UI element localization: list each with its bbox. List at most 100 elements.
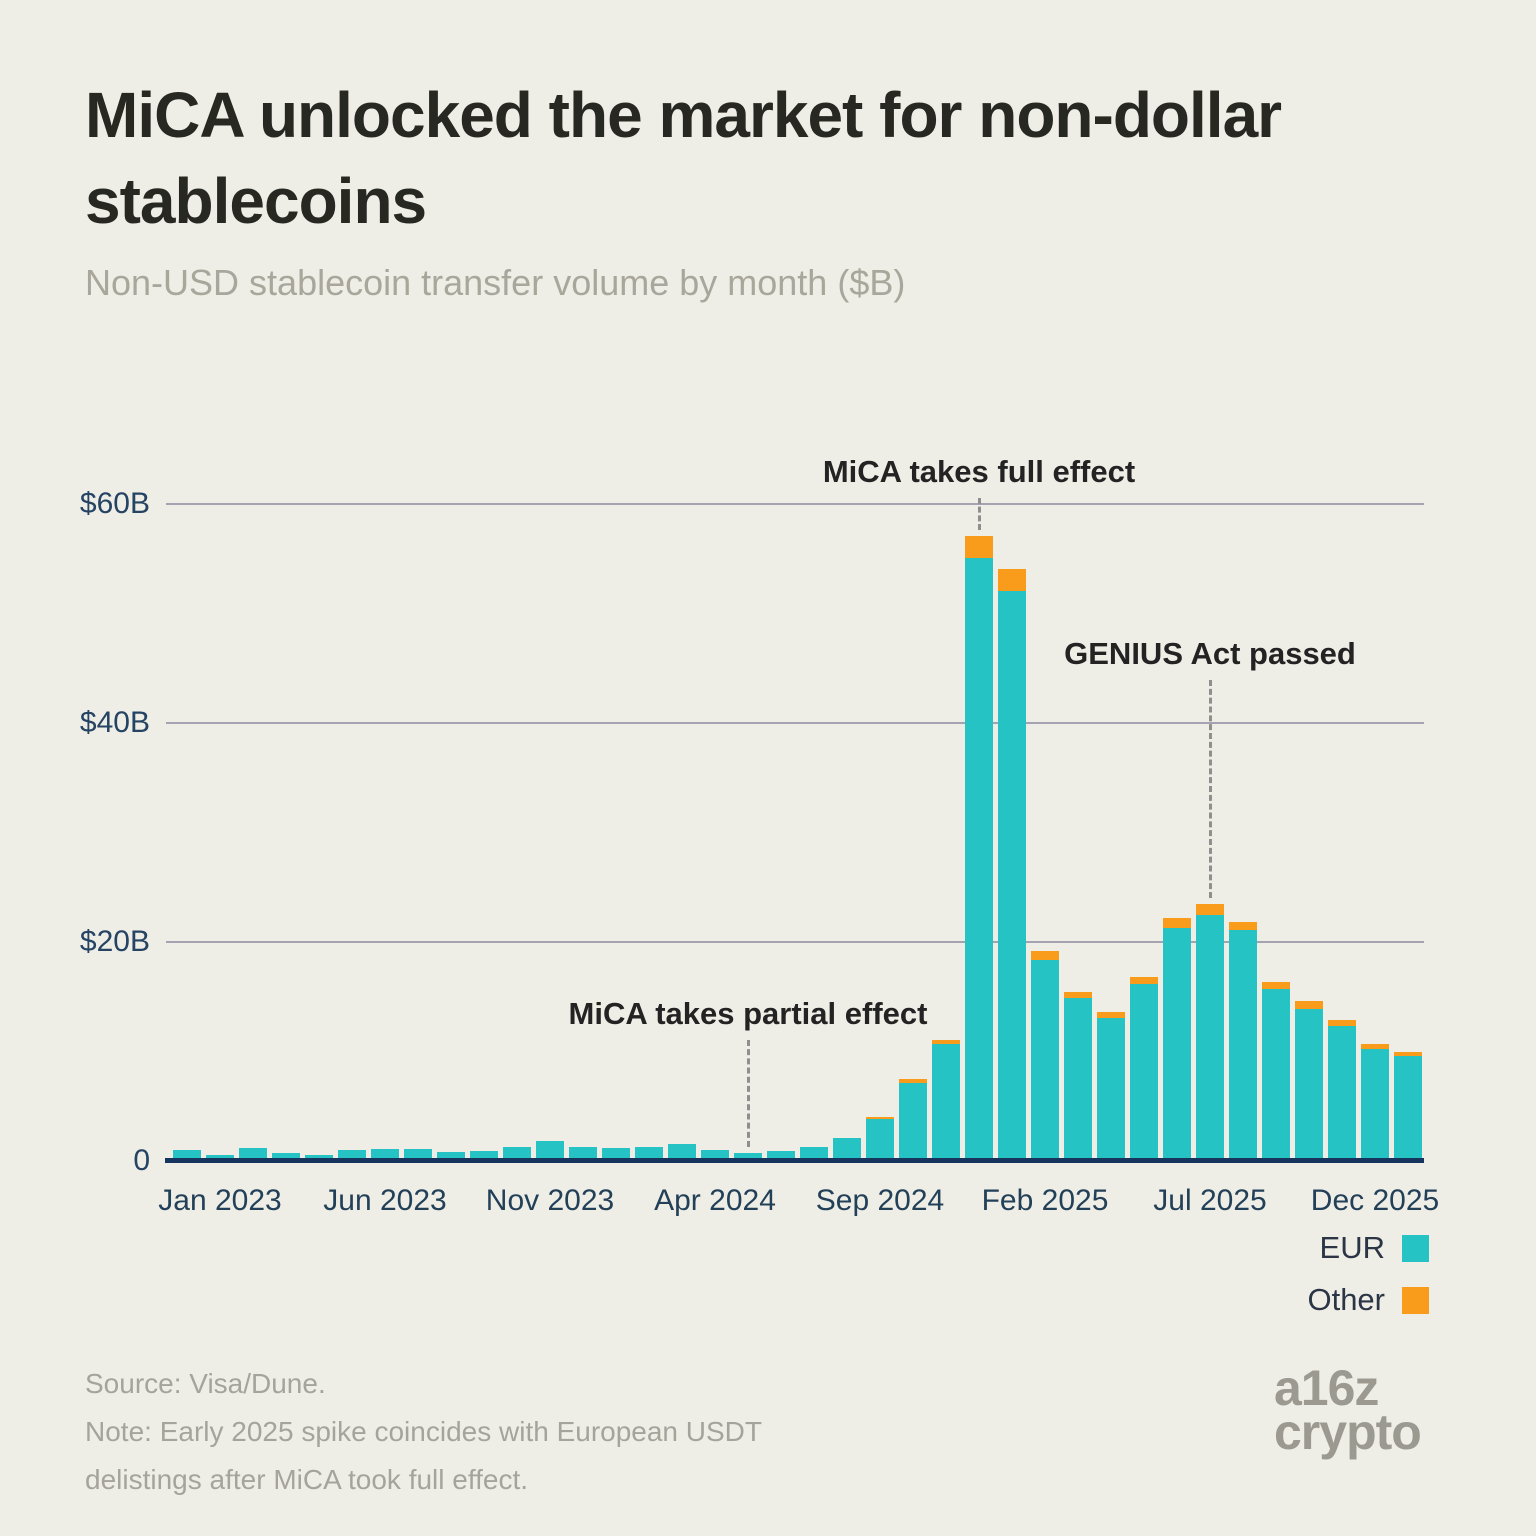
source-note: Source: Visa/Dune. Note: Early 2025 spik… xyxy=(85,1360,845,1504)
x-tick-label: Feb 2025 xyxy=(981,1184,1109,1217)
bar-segment-eur xyxy=(1262,989,1290,1160)
bar-segment-eur xyxy=(899,1082,927,1160)
bar-dec-2024 xyxy=(965,535,993,1160)
bar-segment-eur xyxy=(437,1151,465,1160)
bar-segment-other xyxy=(1196,903,1224,915)
bar-sep-2023 xyxy=(470,1150,498,1160)
bar-segment-eur xyxy=(668,1144,696,1160)
bar-segment-eur xyxy=(1130,983,1158,1160)
bar-segment-eur xyxy=(206,1154,234,1160)
bar-segment-other xyxy=(1229,922,1257,931)
bar-nov-2024 xyxy=(932,1039,960,1160)
chart-title: MiCA unlocked the market for non-dollar … xyxy=(85,79,1282,237)
logo-line-2: crypto xyxy=(1274,1404,1422,1460)
bar-dec-2025 xyxy=(1361,1043,1389,1160)
bar-segment-other xyxy=(1064,992,1092,998)
bar-segment-eur xyxy=(1196,914,1224,1160)
bar-segment-eur xyxy=(1361,1049,1389,1160)
bar-segment-eur xyxy=(701,1150,729,1160)
x-tick-label: Jul 2025 xyxy=(1153,1184,1267,1217)
y-tick-label: $20B xyxy=(79,925,150,958)
gridline-20 xyxy=(166,941,1424,943)
bar-jan-2026 xyxy=(1394,1052,1422,1160)
bar-segment-other xyxy=(1394,1052,1422,1056)
bar-segment-other xyxy=(1163,918,1191,928)
bar-segment-eur xyxy=(635,1146,663,1160)
bar-segment-eur xyxy=(932,1044,960,1160)
annotation-dashed-line xyxy=(1209,680,1212,898)
legend-item-eur: EUR xyxy=(1320,1230,1429,1266)
legend: EUR Other xyxy=(1307,1230,1429,1318)
bar-oct-2025 xyxy=(1295,1001,1323,1160)
bar-segment-eur xyxy=(272,1153,300,1160)
bar-aug-2023 xyxy=(437,1151,465,1160)
bar-segment-eur xyxy=(371,1149,399,1160)
legend-label-other: Other xyxy=(1307,1282,1385,1317)
bar-feb-2024 xyxy=(635,1146,663,1160)
bar-apr-2025 xyxy=(1097,1012,1125,1160)
bar-jun-2023 xyxy=(371,1149,399,1160)
bar-segment-eur xyxy=(404,1149,432,1160)
bar-jun-2025 xyxy=(1163,918,1191,1160)
bar-segment-eur xyxy=(239,1147,267,1160)
legend-swatch-other-icon xyxy=(1402,1286,1429,1314)
bar-segment-eur xyxy=(1031,959,1059,1160)
annotation-dashed-line xyxy=(747,1040,750,1148)
bar-feb-2025 xyxy=(1031,950,1059,1160)
bar-segment-other xyxy=(965,535,993,558)
bar-segment-eur xyxy=(734,1153,762,1160)
bar-oct-2024 xyxy=(899,1078,927,1160)
bar-oct-2023 xyxy=(503,1146,531,1160)
x-tick-label: Dec 2025 xyxy=(1310,1184,1440,1217)
annotation-label: MiCA takes partial effect xyxy=(568,996,928,1031)
x-tick-label: Jun 2023 xyxy=(323,1184,447,1217)
bar-segment-eur xyxy=(767,1150,795,1160)
a16z-crypto-logo: a16z crypto xyxy=(1274,1360,1422,1460)
bar-jun-2024 xyxy=(767,1150,795,1160)
bar-segment-eur xyxy=(470,1150,498,1160)
bar-mar-2025 xyxy=(1064,992,1092,1160)
bar-segment-eur xyxy=(1163,927,1191,1160)
bar-may-2024 xyxy=(734,1153,762,1160)
bar-segment-other xyxy=(1361,1043,1389,1050)
bar-jan-2024 xyxy=(602,1147,630,1160)
bar-dec-2023 xyxy=(569,1147,597,1160)
x-axis-line xyxy=(165,1158,1424,1163)
bar-aug-2025 xyxy=(1229,922,1257,1160)
bar-segment-eur xyxy=(602,1147,630,1160)
bar-mar-2023 xyxy=(272,1153,300,1160)
x-tick-label: Jan 2023 xyxy=(158,1184,282,1217)
logo-line-1: a16z xyxy=(1274,1360,1379,1416)
legend-label-eur: EUR xyxy=(1319,1230,1385,1265)
bar-nov-2025 xyxy=(1328,1019,1356,1160)
bar-jan-2025 xyxy=(998,568,1026,1160)
bar-segment-eur xyxy=(866,1118,894,1160)
gridline-40 xyxy=(166,722,1424,724)
bar-segment-other xyxy=(998,568,1026,591)
y-tick-label: 0 xyxy=(133,1144,150,1177)
x-tick-label: Nov 2023 xyxy=(485,1184,615,1217)
bar-may-2025 xyxy=(1130,977,1158,1160)
bar-segment-eur xyxy=(1295,1008,1323,1160)
bar-segment-eur xyxy=(1097,1017,1125,1160)
bar-segment-other xyxy=(1031,950,1059,960)
bar-segment-eur xyxy=(1229,930,1257,1160)
bar-dec-2022 xyxy=(173,1150,201,1160)
x-tick-label: Apr 2024 xyxy=(654,1184,776,1217)
bar-jul-2025 xyxy=(1196,903,1224,1160)
bar-segment-eur xyxy=(1064,997,1092,1160)
bar-apr-2023 xyxy=(305,1154,333,1160)
bar-segment-other xyxy=(1328,1019,1356,1027)
bar-segment-eur xyxy=(503,1146,531,1160)
annotation-label: MiCA takes full effect xyxy=(822,454,1136,489)
bar-segment-eur xyxy=(338,1150,366,1160)
bar-segment-eur xyxy=(833,1138,861,1160)
bar-segment-other xyxy=(1295,1001,1323,1009)
bar-segment-eur xyxy=(1394,1055,1422,1160)
bar-aug-2024 xyxy=(833,1138,861,1160)
bar-segment-eur xyxy=(173,1150,201,1160)
annotation-label: GENIUS Act passed xyxy=(1064,636,1356,671)
bar-segment-eur xyxy=(1328,1026,1356,1160)
bar-may-2023 xyxy=(338,1150,366,1160)
